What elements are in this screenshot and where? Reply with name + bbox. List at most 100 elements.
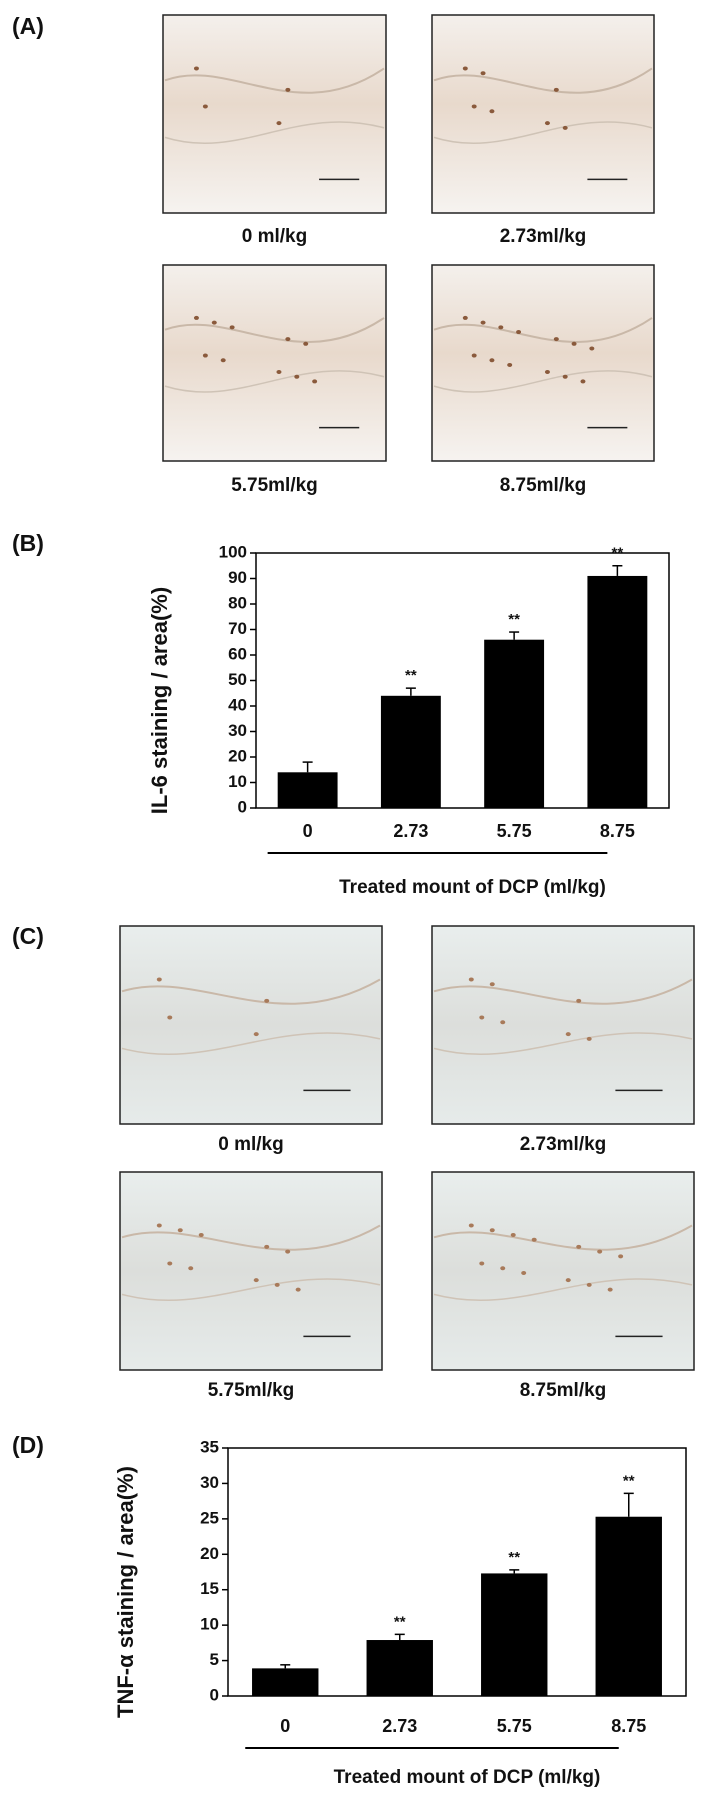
tissue-edge xyxy=(433,1032,693,1056)
stain-dot xyxy=(507,362,513,367)
y-tick-label: 30 xyxy=(200,1473,219,1492)
stain-dot xyxy=(489,109,495,114)
stain-dot xyxy=(156,1223,162,1228)
y-tick-label: 20 xyxy=(228,746,247,765)
image-label: 0 ml/kg xyxy=(218,1134,283,1155)
x-tick-label: 8.75 xyxy=(611,1716,646,1736)
image-label: 8.75ml/kg xyxy=(520,1380,607,1401)
stain-dot xyxy=(229,325,235,330)
plot-frame xyxy=(227,1447,687,1697)
image-label: 8.75ml/kg xyxy=(500,475,587,496)
stain-dot xyxy=(295,1287,301,1292)
y-tick-label: 15 xyxy=(200,1579,219,1598)
tissue-edge xyxy=(164,121,385,145)
bar xyxy=(380,695,441,808)
y-tick-label: 30 xyxy=(228,721,247,740)
stain-dot xyxy=(285,1249,291,1254)
y-tick-label: 25 xyxy=(200,1508,219,1527)
micrograph xyxy=(162,14,387,214)
stain-dot xyxy=(498,325,504,330)
stain-dot xyxy=(253,1278,259,1283)
stain-dot xyxy=(471,104,477,109)
stain-dot xyxy=(276,121,282,126)
stain-dot xyxy=(167,1015,173,1020)
stain-dot xyxy=(553,337,559,342)
stain-dot xyxy=(202,104,208,109)
stain-dot xyxy=(468,977,474,982)
tissue-edge xyxy=(121,1032,381,1056)
y-tick-label: 0 xyxy=(238,797,247,816)
significance: ** xyxy=(394,1613,406,1630)
x-tick-label: 2.73 xyxy=(393,821,428,841)
micrograph xyxy=(431,14,655,214)
stain-dot xyxy=(489,1228,495,1233)
significance: ** xyxy=(623,1472,635,1489)
panel-letter: (A) xyxy=(12,13,44,39)
y-tick-label: 70 xyxy=(228,619,247,638)
tissue-edge xyxy=(433,1278,693,1302)
significance: ** xyxy=(508,611,520,628)
micrograph xyxy=(162,264,387,462)
stain-dot xyxy=(576,1244,582,1249)
y-tick-label: 50 xyxy=(228,670,247,689)
stain-dot xyxy=(188,1266,194,1271)
tissue-edge xyxy=(121,978,381,1005)
stain-dot xyxy=(156,977,162,982)
significance: ** xyxy=(508,1549,520,1566)
x-tick-label: 5.75 xyxy=(497,821,532,841)
tissue-edge xyxy=(121,1224,381,1251)
stain-dot xyxy=(198,1232,204,1237)
x-tick-label: 0 xyxy=(303,821,313,841)
bar xyxy=(587,575,648,808)
bar xyxy=(366,1640,433,1696)
stain-dot xyxy=(531,1237,537,1242)
stain-dot xyxy=(264,1244,270,1249)
x-tick-label: 2.73 xyxy=(382,1716,417,1736)
image-label: 2.73ml/kg xyxy=(520,1134,607,1155)
stain-dot xyxy=(544,370,550,375)
stain-dot xyxy=(253,1032,259,1037)
stain-dot xyxy=(285,337,291,342)
y-tick-label: 35 xyxy=(200,1437,219,1456)
tissue-edge xyxy=(433,121,653,145)
stain-dot xyxy=(571,341,577,346)
stain-dot xyxy=(294,374,300,379)
stain-dot xyxy=(510,1232,516,1237)
stain-dot xyxy=(500,1020,506,1025)
stain-dot xyxy=(480,320,486,325)
image-label: 5.75ml/kg xyxy=(208,1380,295,1401)
stain-dot xyxy=(462,66,468,71)
y-tick-label: 10 xyxy=(228,772,247,791)
stain-dot xyxy=(489,982,495,987)
stain-dot xyxy=(479,1261,485,1266)
x-axis-title: Treated mount of DCP (ml/kg) xyxy=(339,877,606,898)
stain-dot xyxy=(597,1249,603,1254)
micrograph xyxy=(119,925,383,1125)
y-tick-label: 5 xyxy=(210,1650,219,1669)
stain-dot xyxy=(468,1223,474,1228)
stain-dot xyxy=(202,353,208,358)
y-tick-label: 90 xyxy=(228,568,247,587)
stain-dot xyxy=(553,87,559,92)
tissue-edge xyxy=(164,317,385,343)
stain-dot xyxy=(193,66,199,71)
y-tick-label: 0 xyxy=(210,1685,219,1704)
micrograph xyxy=(431,925,695,1125)
stain-dot xyxy=(303,341,309,346)
stain-dot xyxy=(562,125,568,130)
panel-letter: (B) xyxy=(12,530,44,556)
bar xyxy=(252,1668,319,1696)
stain-dot xyxy=(544,121,550,126)
stain-dot xyxy=(167,1261,173,1266)
bar xyxy=(484,639,545,808)
stain-dot xyxy=(562,374,568,379)
y-axis-title: IL-6 staining / area(%) xyxy=(147,587,172,814)
y-tick-label: 20 xyxy=(200,1544,219,1563)
stain-dot xyxy=(312,379,318,384)
stain-dot xyxy=(462,315,468,320)
y-tick-label: 100 xyxy=(219,542,247,561)
tissue-edge xyxy=(164,370,385,393)
y-tick-label: 80 xyxy=(228,593,247,612)
image-label: 0 ml/kg xyxy=(242,226,307,247)
